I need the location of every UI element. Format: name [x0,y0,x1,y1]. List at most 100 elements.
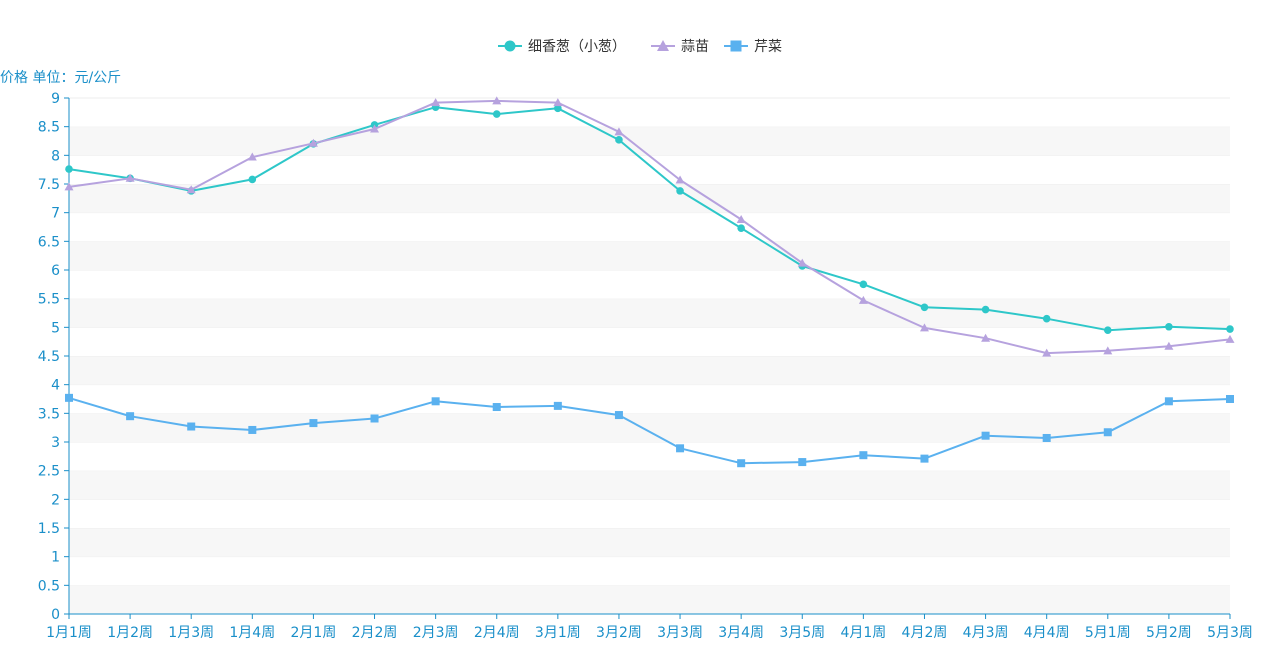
grid-band [69,270,1230,299]
legend-item[interactable]: 细香葱（小葱） [498,39,626,55]
y-tick-label: 3 [51,435,60,451]
data-point [798,458,807,467]
x-tick-label: 3月3周 [657,625,703,641]
grid-band [69,528,1230,557]
data-point [981,305,990,314]
data-point [859,451,868,460]
series-square [65,393,1234,468]
data-point [920,303,929,312]
x-tick-label: 1月1周 [46,625,92,641]
data-point [614,411,623,420]
data-point [737,459,746,468]
data-point [615,136,623,144]
data-point [676,187,684,195]
y-tick-label: 2.5 [38,464,60,480]
x-tick-label: 5月3周 [1207,625,1253,641]
y-tick-label: 3.5 [38,406,60,422]
data-point [1042,433,1051,442]
y-axis-title: 价格 单位：元/公斤 [0,70,121,86]
data-point [65,165,73,173]
data-point [858,295,868,304]
data-point [1225,334,1235,343]
x-tick-label: 4月2周 [902,625,948,641]
y-tick-label: 6.5 [38,234,60,250]
grid-band [69,499,1230,528]
x-tick-label: 3月1周 [535,625,581,641]
grid-band [69,184,1230,213]
data-point [65,393,73,402]
legend-label: 芹菜 [754,39,782,55]
data-point [1164,341,1174,350]
data-point [1103,326,1112,335]
x-tick-label: 2月2周 [352,625,398,641]
data-point [370,414,379,423]
data-point [614,127,624,136]
data-point [1042,314,1051,323]
x-tick-label: 2月1周 [291,625,337,641]
data-point [981,333,991,342]
legend-marker-square [730,40,742,52]
data-point [676,444,685,453]
data-point [492,96,502,105]
legend-label: 细香葱（小葱） [528,39,626,55]
data-point [736,215,746,224]
series-line [68,396,1231,465]
grid-band [69,155,1230,184]
grid-band [69,212,1230,242]
legend-item[interactable]: 蒜苗 [651,39,709,55]
data-point [187,422,196,431]
data-point [247,152,257,161]
grid-band [69,556,1230,586]
x-tick-label: 3月2周 [596,625,642,641]
grid-band [69,470,1230,500]
y-tick-label: 0.5 [38,578,60,594]
y-tick-label: 7.5 [38,177,60,193]
data-point [431,397,440,406]
data-point [1103,346,1113,355]
data-point [920,454,929,463]
data-point [309,419,318,428]
legend[interactable]: 细香葱（小葱） 蒜苗 芹菜 [498,39,782,55]
data-point [370,124,380,133]
data-point [492,403,501,412]
grid-band [69,327,1230,356]
x-tick-label: 3月4周 [718,625,764,641]
x-tick-label: 2月4周 [474,625,520,641]
grid-band [69,126,1230,156]
grid-band [69,98,1230,127]
x-tick-label: 1月2周 [107,625,153,641]
data-point [308,138,318,147]
data-point [126,412,135,421]
series-triangle [64,96,1235,357]
grid-band [69,356,1230,385]
data-point [737,224,745,232]
data-point [1103,428,1112,437]
series-line [68,106,1231,332]
series-layer [64,96,1235,468]
y-tick-label: 6 [51,263,60,279]
y-tick-label: 5.5 [38,292,60,308]
grid-band [69,298,1230,328]
y-tick-label: 0 [51,607,60,623]
data-point [1226,395,1234,403]
data-point [125,173,135,182]
grid-band [69,585,1230,614]
y-tick-label: 4.5 [38,349,60,365]
y-tick-label: 8.5 [38,120,60,136]
data-point [981,431,990,440]
y-tick-label: 4 [51,378,60,394]
x-tick-label: 5月1周 [1085,625,1131,641]
data-point [554,104,562,113]
data-point [248,175,257,184]
data-point [797,258,807,267]
y-tick-label: 2 [51,492,60,508]
y-tick-label: 9 [51,91,60,107]
x-tick-label: 1月4周 [229,625,275,641]
x-tick-label: 1月3周 [168,625,214,641]
legend-item[interactable]: 芹菜 [724,39,782,55]
y-tick-label: 1.5 [38,521,60,537]
data-point [1164,397,1173,406]
data-point [1042,348,1052,357]
